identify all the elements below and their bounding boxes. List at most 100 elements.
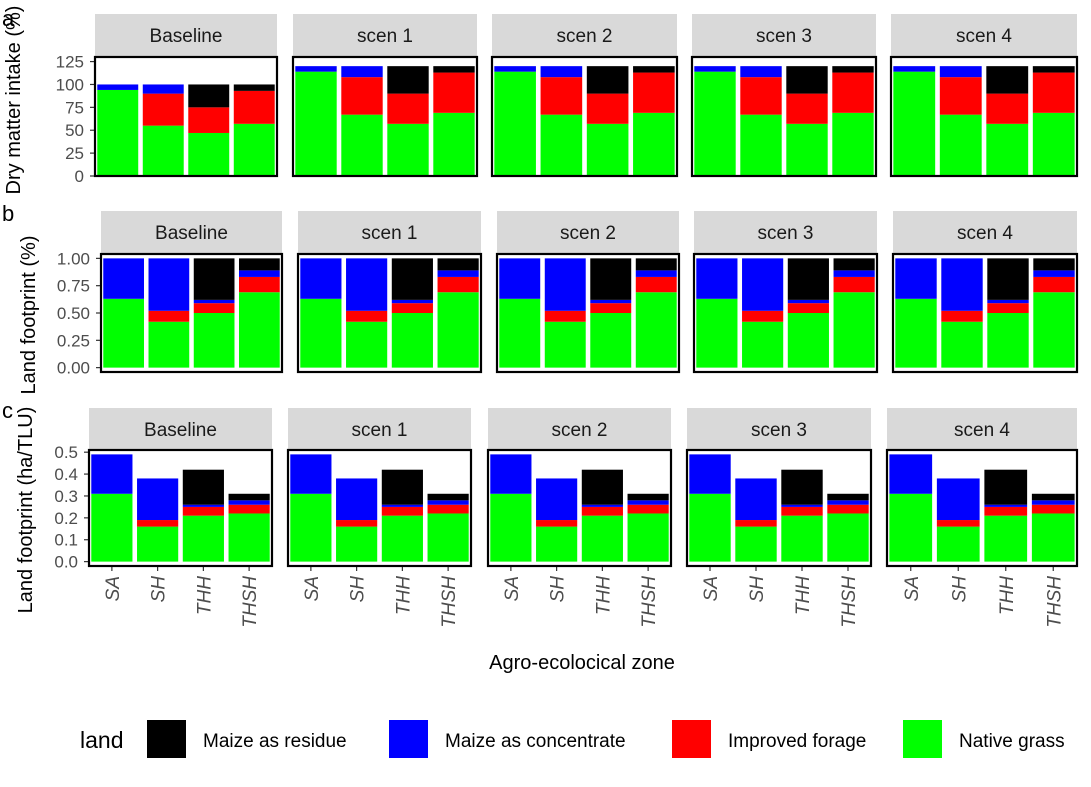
bar-segment-maize-as-concentrate [696, 258, 738, 299]
bar-segment-maize-as-residue [1033, 258, 1075, 271]
legend-key-improved-forage [672, 720, 711, 758]
bar-segment-native-grass [536, 526, 578, 562]
panel-border [891, 252, 1079, 374]
bar-segment-native-grass [586, 123, 629, 176]
bar-segment-maize-as-concentrate [540, 66, 583, 78]
legend-title: land [80, 727, 123, 753]
bar-segment-maize-as-residue [1032, 66, 1075, 73]
bar-segment-maize-as-residue [182, 469, 224, 505]
bar-segment-native-grass [193, 313, 235, 368]
x-tick-label: THH [997, 576, 1018, 615]
y-tick-label: 0.5 [54, 443, 78, 462]
facet-strip-label: scen 4 [954, 420, 1010, 441]
bar-segment-improved-forage [336, 520, 378, 527]
bar-segment-maize-as-residue [787, 258, 829, 300]
facet-strip-label: scen 1 [357, 26, 413, 47]
bar-segment-native-grass [742, 321, 784, 368]
bar-segment-native-grass [627, 513, 669, 562]
y-tick-label: 0.4 [54, 465, 78, 484]
bar-segment-maize-as-concentrate [984, 504, 1028, 507]
facet-strip-label: scen 4 [956, 26, 1012, 47]
x-tick-label: THSH [1044, 576, 1065, 628]
bar-segment-native-grass [781, 515, 823, 562]
bar-segment-improved-forage [387, 93, 429, 124]
bar-segment-improved-forage [137, 520, 179, 527]
bar-segment-maize-as-concentrate [889, 454, 933, 494]
bar-segment-native-grass [494, 71, 536, 176]
bar-segment-improved-forage [148, 310, 190, 322]
bar-segment-improved-forage [787, 303, 829, 313]
bar-segment-improved-forage [581, 506, 623, 516]
bar-segment-maize-as-concentrate [735, 478, 777, 521]
bar-segment-maize-as-residue [391, 258, 433, 300]
bar-segment-maize-as-residue [984, 469, 1028, 505]
y-tick-label: 0.1 [54, 531, 78, 550]
bar-segment-maize-as-concentrate [381, 504, 423, 507]
bar-segment-maize-as-concentrate [893, 66, 936, 72]
panel-label-c: c [2, 398, 13, 423]
bar-segment-native-grass [233, 123, 275, 176]
bar-segment-maize-as-concentrate [827, 500, 869, 505]
bar-segment-maize-as-concentrate [228, 500, 270, 505]
facet-strip-label: Baseline [150, 26, 223, 47]
bar-segment-native-grass [148, 321, 190, 368]
bar-segment-maize-as-concentrate [635, 270, 677, 277]
x-tick-label: SH [548, 576, 569, 603]
bar-segment-native-grass [433, 112, 475, 176]
bar-segment-native-grass [228, 513, 270, 562]
bar-segment-maize-as-concentrate [300, 258, 342, 299]
bar-segment-native-grass [832, 112, 874, 176]
panel-border [291, 55, 479, 178]
bar-segment-improved-forage [633, 72, 675, 113]
x-tick-label: SH [949, 576, 970, 603]
facet-strip [687, 408, 871, 450]
bar-segment-maize-as-residue [193, 258, 235, 300]
bar-segment-improved-forage [586, 93, 629, 124]
bar-segment-improved-forage [742, 310, 784, 322]
bar-segment-improved-forage [827, 504, 869, 514]
bar-segment-maize-as-residue [986, 66, 1029, 94]
bar-segment-maize-as-concentrate [437, 270, 479, 277]
bar-segment-maize-as-residue [427, 493, 469, 501]
bar-segment-native-grass [786, 123, 828, 176]
bar-segment-maize-as-concentrate [91, 454, 133, 494]
y-tick-label: 1.00 [57, 249, 90, 268]
legend-label: Native grass [959, 731, 1065, 752]
bar-segment-maize-as-residue [633, 66, 675, 73]
bar-segment-native-grass [540, 114, 583, 176]
bar-segment-maize-as-concentrate [1033, 270, 1075, 277]
facet-strip [692, 14, 876, 56]
bar-segment-maize-as-concentrate [490, 454, 532, 494]
bar-segment-maize-as-residue [827, 493, 869, 501]
x-tick-label: SH [348, 576, 369, 603]
bar-segment-native-grass [295, 71, 337, 176]
legend-label: Maize as residue [203, 731, 347, 752]
bar-segment-native-grass [787, 313, 829, 368]
facet-strip-label: scen 3 [758, 223, 814, 244]
bar-segment-improved-forage [239, 276, 280, 293]
facet-strip-label: scen 4 [957, 223, 1013, 244]
bar-segment-improved-forage [627, 504, 669, 514]
bar-segment-improved-forage [427, 504, 469, 514]
y-tick-label: 50 [65, 121, 84, 140]
x-tick-label: SA [701, 576, 722, 601]
bar-segment-native-grass [427, 513, 469, 562]
facet-strip-label: scen 2 [552, 420, 608, 441]
bar-segment-improved-forage [1032, 72, 1075, 113]
x-tick-label: SA [902, 576, 923, 601]
bar-segment-improved-forage [228, 504, 270, 514]
bar-segment-maize-as-concentrate [740, 66, 782, 78]
panel-border [87, 448, 274, 568]
facet-strip [887, 408, 1077, 450]
bar-segment-maize-as-residue [786, 66, 828, 94]
bar-segment-maize-as-concentrate [936, 478, 980, 521]
facet-strip [288, 408, 471, 450]
bar-segment-maize-as-residue [437, 258, 479, 271]
bar-segment-maize-as-concentrate [689, 454, 731, 494]
bar-segment-native-grass [387, 123, 429, 176]
facet-strip-label: Baseline [144, 420, 217, 441]
panel-border [885, 448, 1079, 568]
y-tick-label: 0.2 [54, 509, 78, 528]
panel-border [296, 252, 483, 374]
